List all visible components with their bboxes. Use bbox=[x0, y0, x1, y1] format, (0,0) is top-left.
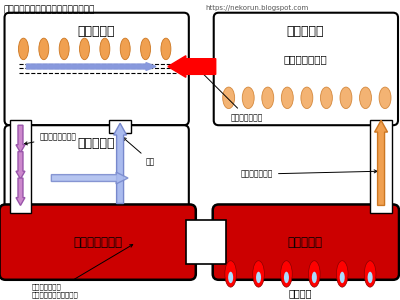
Ellipse shape bbox=[301, 87, 313, 109]
FancyArrow shape bbox=[168, 56, 216, 77]
Text: アンモニアと水素: アンモニアと水素 bbox=[24, 133, 76, 145]
Text: ボイラー: ボイラー bbox=[289, 289, 312, 298]
Text: 凝　集　器: 凝 集 器 bbox=[287, 26, 324, 38]
Ellipse shape bbox=[39, 38, 49, 60]
FancyArrow shape bbox=[374, 120, 388, 206]
Ellipse shape bbox=[225, 261, 236, 287]
FancyArrow shape bbox=[16, 178, 25, 206]
Ellipse shape bbox=[312, 272, 317, 283]
Ellipse shape bbox=[364, 261, 376, 287]
FancyArrow shape bbox=[51, 172, 128, 184]
Ellipse shape bbox=[281, 87, 293, 109]
Ellipse shape bbox=[340, 87, 352, 109]
Ellipse shape bbox=[242, 87, 254, 109]
Ellipse shape bbox=[308, 261, 320, 287]
Bar bbox=[370, 120, 392, 213]
Ellipse shape bbox=[340, 272, 345, 283]
Text: 気　化　器: 気 化 器 bbox=[78, 26, 115, 38]
Ellipse shape bbox=[59, 38, 69, 60]
Text: 気体から液体へ: 気体から液体へ bbox=[284, 54, 327, 64]
FancyBboxPatch shape bbox=[4, 125, 189, 208]
FancyBboxPatch shape bbox=[4, 13, 189, 125]
Ellipse shape bbox=[161, 38, 171, 60]
Ellipse shape bbox=[223, 87, 235, 109]
Text: 気体アンモニア: 気体アンモニア bbox=[241, 169, 377, 178]
Text: 緩　衝　容　器: 緩 衝 容 器 bbox=[74, 236, 123, 249]
Ellipse shape bbox=[262, 87, 274, 109]
FancyBboxPatch shape bbox=[214, 13, 398, 125]
Ellipse shape bbox=[80, 38, 90, 60]
Ellipse shape bbox=[253, 261, 264, 287]
Ellipse shape bbox=[368, 272, 373, 283]
Ellipse shape bbox=[360, 87, 372, 109]
Text: 水素: 水素 bbox=[123, 137, 155, 166]
Ellipse shape bbox=[379, 87, 391, 109]
Text: アンモニア溶液
（アンモニアと水など）: アンモニア溶液 （アンモニアと水など） bbox=[32, 244, 133, 298]
Bar bbox=[10, 120, 32, 213]
FancyArrow shape bbox=[16, 152, 25, 179]
Text: https://nekorun.blogspot.com: https://nekorun.blogspot.com bbox=[206, 5, 309, 11]
FancyArrow shape bbox=[114, 123, 126, 203]
Bar bbox=[186, 220, 226, 264]
Ellipse shape bbox=[256, 272, 261, 283]
Ellipse shape bbox=[100, 38, 110, 60]
FancyBboxPatch shape bbox=[0, 205, 196, 280]
Ellipse shape bbox=[18, 38, 28, 60]
Text: 【プロパンガス式冷蔵庫の構造略図】: 【プロパンガス式冷蔵庫の構造略図】 bbox=[4, 5, 95, 14]
FancyArrow shape bbox=[26, 63, 156, 70]
Ellipse shape bbox=[228, 272, 233, 283]
Ellipse shape bbox=[120, 38, 130, 60]
Ellipse shape bbox=[320, 87, 332, 109]
Ellipse shape bbox=[336, 261, 348, 287]
Ellipse shape bbox=[284, 272, 289, 283]
Text: 吸　収　器: 吸 収 器 bbox=[78, 137, 115, 150]
Bar bbox=[109, 120, 131, 133]
Ellipse shape bbox=[140, 38, 150, 60]
Text: 発　生　器: 発 生 器 bbox=[288, 236, 323, 249]
Ellipse shape bbox=[281, 261, 292, 287]
Text: 液体アンモニア: 液体アンモニア bbox=[198, 69, 263, 122]
FancyBboxPatch shape bbox=[213, 205, 399, 280]
FancyArrow shape bbox=[16, 125, 25, 153]
